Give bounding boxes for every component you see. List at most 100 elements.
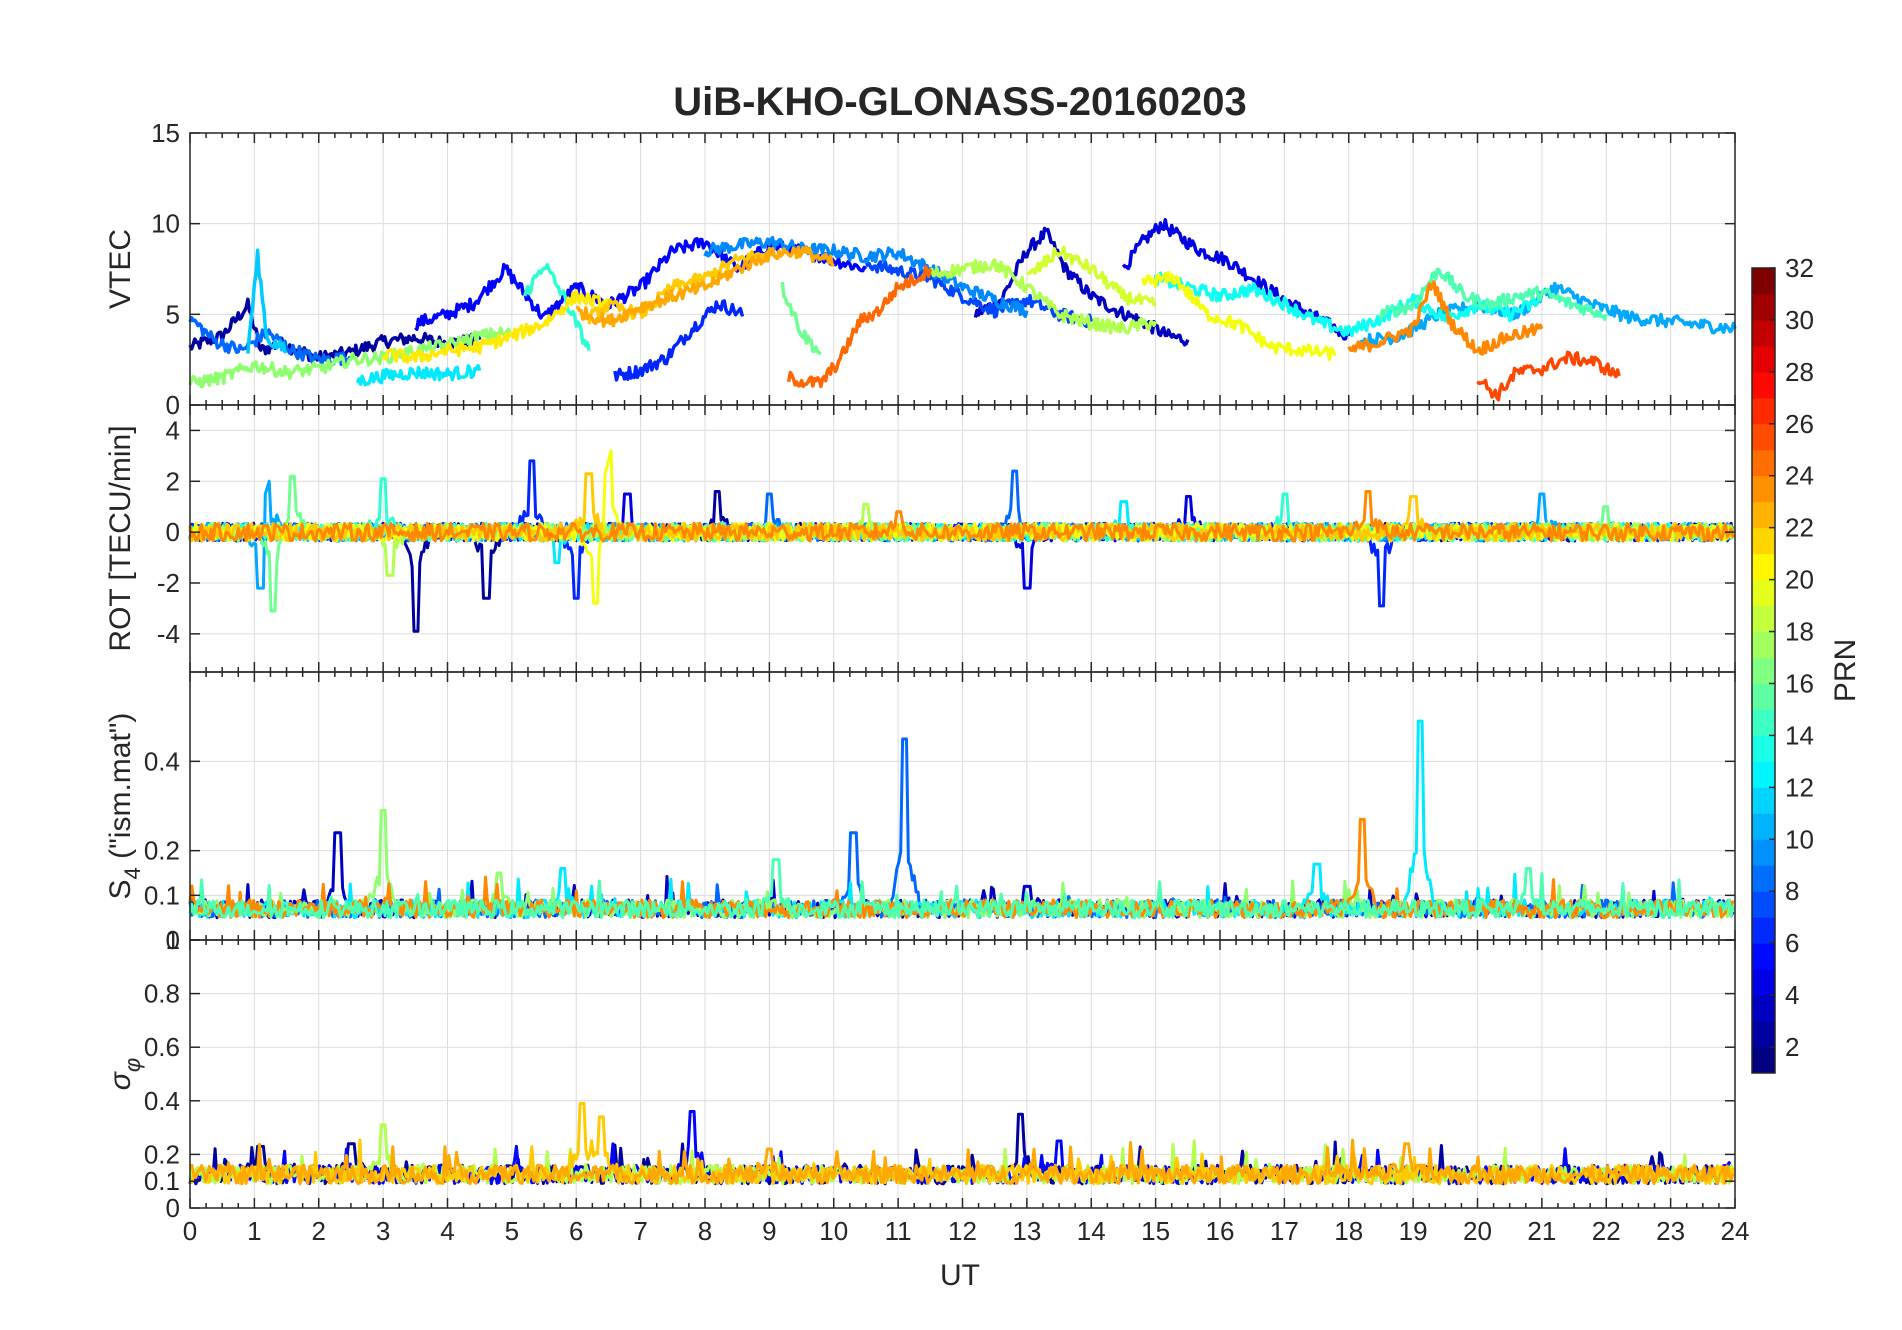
series-group: [188, 218, 1737, 402]
colorbar-frame: [1751, 267, 1776, 1074]
vtec-series-prn-26: [1476, 350, 1621, 402]
panel-vtec: 0 5 10 15 VTEC: [104, 118, 1737, 420]
y-axis-label-main: σ: [104, 1070, 137, 1090]
x-tick-label: 5: [505, 1216, 519, 1246]
y-tick-label: 1: [166, 925, 180, 955]
colorbar-tick-label: 18: [1785, 617, 1814, 647]
colorbar-band: [1752, 319, 1775, 347]
colorbar-band: [1752, 657, 1775, 684]
colorbar-band: [1752, 423, 1775, 451]
panel-s4: 00.10.20.4S4 ("ism.mat"): [104, 671, 1736, 955]
colorbar-tick-label: 4: [1785, 980, 1799, 1010]
vtec-series-prn-16: [780, 281, 823, 356]
colorbar-tick-label: 32: [1785, 253, 1814, 283]
y-tick-label: 0.8: [144, 979, 180, 1009]
colorbar-band: [1752, 631, 1775, 659]
y-tick-label: 0: [166, 517, 180, 547]
x-tick-label: 7: [633, 1216, 647, 1246]
colorbar-band: [1752, 293, 1775, 321]
colorbar-tick-label: 20: [1785, 565, 1814, 595]
x-tick-label: 1: [247, 1216, 261, 1246]
x-tick-label: 17: [1270, 1216, 1299, 1246]
colorbar-tick-label: 10: [1785, 824, 1814, 854]
x-tick-label: 13: [1012, 1216, 1041, 1246]
y-tick-label: 0.6: [144, 1032, 180, 1062]
y-axis-label: S4 ("ism.mat"): [104, 713, 145, 900]
panel-rot: -4 -2 0 2 4 ROT [TECU/min]: [104, 404, 1736, 673]
colorbar-tick-label: 30: [1785, 305, 1814, 335]
y-axis-label: VTEC: [104, 229, 137, 309]
y-axis-label: ROT [TECU/min]: [104, 425, 137, 651]
colorbar-tick-label: 8: [1785, 876, 1799, 906]
y-tick-label: -4: [157, 619, 180, 649]
colorbar-band: [1752, 397, 1775, 425]
x-tick-label: 21: [1527, 1216, 1556, 1246]
y-tick-label: 0.4: [144, 746, 180, 776]
x-tick-label: 4: [440, 1216, 454, 1246]
series-group: [188, 1102, 1735, 1186]
y-axis-label-rest: ("ism.mat"): [104, 713, 137, 868]
y-tick-label: 2: [166, 466, 180, 496]
vtec-series-prn-23: [575, 245, 835, 328]
x-tick-label: 23: [1656, 1216, 1685, 1246]
colorbar-tick-label: 14: [1785, 720, 1814, 750]
vtec-series-prn-19: [1026, 245, 1157, 307]
colorbar-band: [1752, 969, 1775, 996]
colorbar-band: [1752, 761, 1775, 788]
vtec-series-prn-14: [523, 262, 591, 351]
x-tick-label: 14: [1077, 1216, 1106, 1246]
colorbar-band: [1752, 709, 1775, 736]
y-axis-label-main: S: [104, 879, 137, 899]
x-tick-label: 9: [762, 1216, 776, 1246]
chart-title: UiB-KHO-GLONASS-20160203: [673, 80, 1247, 124]
x-axis-label: UT: [940, 1259, 980, 1292]
vtec-series-prn-6: [613, 299, 745, 382]
x-tick-label: 2: [312, 1216, 326, 1246]
colorbar-tick-label: 16: [1785, 668, 1814, 698]
x-tick-label: 20: [1463, 1216, 1492, 1246]
x-tick-label: 3: [376, 1216, 390, 1246]
x-tick-label: 19: [1399, 1216, 1428, 1246]
colorbar-band: [1752, 995, 1775, 1022]
y-tick-label: 0: [166, 925, 180, 955]
x-tick-label: 11: [885, 1216, 912, 1246]
vtec-series-prn-8: [188, 316, 352, 367]
colorbar-band: [1752, 268, 1775, 295]
rot-series-prn-2: [188, 490, 1735, 633]
vtec-series-prn-17: [188, 326, 514, 389]
x-tick-label: 0: [183, 1216, 197, 1246]
x-tick-label: 10: [819, 1216, 848, 1246]
y-tick-label: 0.1: [144, 880, 180, 910]
x-tick-label: 12: [948, 1216, 977, 1246]
y-axis-label-sub: 4: [120, 867, 145, 879]
colorbar-band: [1752, 865, 1775, 892]
series-group: [188, 719, 1735, 920]
colorbar-band: [1752, 891, 1775, 918]
colorbar-band: [1752, 527, 1775, 555]
vtec-series-prn-22: [587, 249, 771, 325]
colorbar-tick-label: 28: [1785, 357, 1814, 387]
vtec-series-prn-18: [928, 258, 1158, 335]
sigma_phi-series-prn-23: [188, 1138, 1735, 1186]
y-axis-label-sub: φ: [120, 1058, 145, 1072]
y-tick-label: 0.2: [144, 836, 180, 866]
colorbar-band: [1752, 371, 1775, 399]
colorbar-band: [1752, 943, 1775, 970]
y-tick-label: 10: [151, 209, 180, 239]
vtec-series-prn-12: [355, 363, 482, 387]
s4-series-prn-8: [188, 737, 1735, 920]
y-axis-label: σφ: [104, 1058, 145, 1090]
vtec-series-prn-24: [1347, 280, 1544, 356]
colorbar-tick-label: 12: [1785, 772, 1814, 802]
colorbar-tick-label: 24: [1785, 461, 1814, 491]
colorbar-band: [1752, 605, 1775, 633]
colorbar-band: [1752, 787, 1775, 814]
colorbar-tick-label: 22: [1785, 513, 1814, 543]
x-tick-label: 18: [1334, 1216, 1363, 1246]
x-tick-label: 16: [1206, 1216, 1235, 1246]
vtec-series-prn-3: [973, 226, 1190, 347]
colorbar-band: [1752, 1047, 1775, 1074]
x-tick-label: 15: [1141, 1216, 1170, 1246]
